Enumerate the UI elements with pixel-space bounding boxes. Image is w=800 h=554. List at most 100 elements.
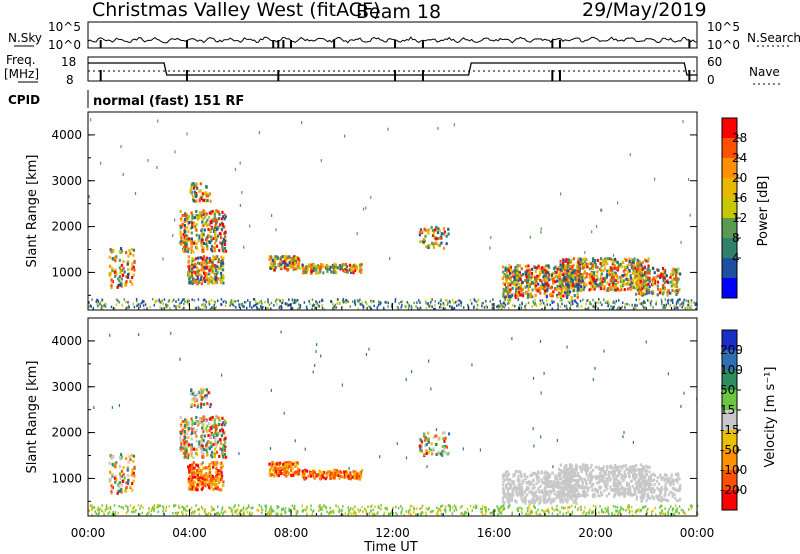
scatter-point <box>307 474 310 478</box>
cpid-mode: normal (fast) 151 RF <box>93 94 244 109</box>
scatter-point <box>191 482 194 486</box>
ground-scatter-point <box>296 299 299 302</box>
noise-point <box>490 236 492 240</box>
scatter-point <box>201 441 204 445</box>
ground-scatter-point <box>229 304 231 307</box>
scatter-point <box>585 467 588 471</box>
scatter-point <box>659 492 663 496</box>
scatter-point <box>560 487 564 491</box>
scatter-point <box>335 473 339 477</box>
scatter-point <box>188 280 191 284</box>
scatter-point <box>598 479 601 483</box>
scatter-point <box>271 258 274 262</box>
scatter-point <box>217 216 221 220</box>
scatter-point <box>349 471 352 475</box>
scatter-point <box>213 277 216 281</box>
scatter-point <box>609 285 612 289</box>
scatter-point <box>447 432 451 436</box>
scatter-point <box>293 471 296 475</box>
scatter-point <box>298 468 301 472</box>
scatter-point <box>517 282 520 286</box>
scatter-point <box>574 499 577 503</box>
scatter-point <box>590 272 593 276</box>
ground-scatter-point <box>492 303 495 306</box>
scatter-point <box>579 257 582 261</box>
scatter-point <box>200 469 203 473</box>
scatter-point <box>576 485 579 489</box>
scatter-point <box>565 295 569 299</box>
scatter-point <box>541 286 544 290</box>
scatter-point <box>576 489 579 493</box>
ground-scatter-point <box>635 298 638 302</box>
scatter-point <box>557 493 560 497</box>
scatter-point <box>196 488 199 492</box>
scatter-point <box>579 281 582 285</box>
scatter-point <box>562 261 565 265</box>
scatter-point <box>605 477 608 481</box>
ground-scatter-point <box>320 299 323 302</box>
scatter-point <box>622 274 625 278</box>
scatter-point <box>568 495 571 499</box>
noise-trace <box>87 36 698 48</box>
scatter-point <box>202 430 205 434</box>
ground-scatter-point <box>111 512 114 516</box>
scatter-point <box>628 490 632 494</box>
scatter-point <box>296 467 300 471</box>
scatter-point <box>631 271 634 275</box>
scatter-point <box>546 477 549 481</box>
scatter-point <box>640 470 643 474</box>
scatter-point <box>536 495 539 499</box>
scatter-point <box>519 293 522 297</box>
scatter-point <box>641 267 644 271</box>
scatter-point <box>599 282 602 286</box>
scatter-point <box>633 276 636 280</box>
scatter-point <box>432 232 435 236</box>
ground-scatter-point <box>295 300 297 304</box>
ground-scatter-point <box>679 303 681 307</box>
freq-trace <box>88 62 697 81</box>
scatter-point <box>515 276 519 280</box>
scatter-point <box>528 490 531 494</box>
scatter-point <box>609 485 612 489</box>
ground-scatter-point <box>125 307 127 310</box>
colorbar-segment <box>722 218 737 239</box>
scatter-point <box>587 477 590 481</box>
scatter-point <box>599 478 602 482</box>
scatter-point <box>651 494 654 498</box>
ground-scatter-point <box>280 307 283 310</box>
ground-scatter-point <box>452 307 454 311</box>
scatter-point <box>326 269 329 273</box>
scatter-point <box>438 243 441 247</box>
scatter-point <box>209 269 213 273</box>
ground-scatter-point <box>98 508 101 512</box>
scatter-point <box>205 185 208 189</box>
scatter-point <box>528 268 531 272</box>
scatter-point <box>444 444 447 448</box>
scatter-point <box>539 499 542 503</box>
scatter-point <box>185 446 189 450</box>
scatter-point <box>195 182 198 186</box>
ground-scatter-point <box>587 299 589 302</box>
scatter-point <box>563 490 566 494</box>
scatter-point <box>183 424 187 428</box>
scatter-point <box>631 260 634 264</box>
scatter-point <box>220 262 223 266</box>
ground-scatter-point <box>286 302 289 305</box>
ground-scatter-point <box>230 299 233 302</box>
scatter-point <box>546 271 550 275</box>
scatter-point <box>301 469 304 473</box>
scatter-point <box>643 484 646 488</box>
scatter-point <box>517 486 520 490</box>
scatter-point <box>667 281 670 285</box>
scatter-point <box>210 417 213 421</box>
scatter-point <box>188 277 191 281</box>
scatter-point <box>193 184 196 188</box>
scatter-point <box>664 477 667 481</box>
scatter-point <box>523 473 526 477</box>
scatter-point <box>668 481 672 485</box>
scatter-point <box>531 472 534 476</box>
scatter-point <box>566 293 569 297</box>
scatter-point <box>564 294 567 298</box>
scatter-point <box>514 499 517 503</box>
scatter-point <box>132 454 136 458</box>
